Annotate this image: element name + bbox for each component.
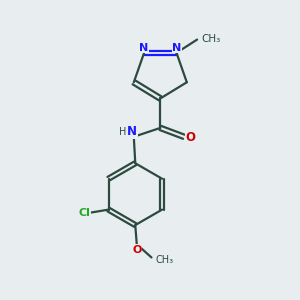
- Text: N: N: [127, 125, 137, 138]
- Text: N: N: [139, 43, 148, 52]
- Text: N: N: [172, 43, 182, 52]
- Text: H: H: [119, 127, 126, 137]
- Text: CH₃: CH₃: [201, 34, 220, 44]
- Text: O: O: [185, 131, 195, 144]
- Text: Cl: Cl: [78, 208, 90, 218]
- Text: CH₃: CH₃: [156, 255, 174, 266]
- Text: O: O: [132, 244, 141, 254]
